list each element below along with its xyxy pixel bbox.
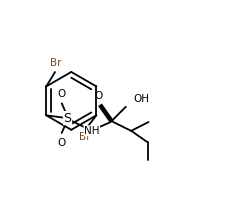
Text: O: O <box>58 138 66 147</box>
Text: OH: OH <box>133 94 149 104</box>
Text: Br: Br <box>51 58 62 68</box>
Text: Br: Br <box>79 132 91 142</box>
Text: S: S <box>63 112 71 125</box>
Text: O: O <box>58 89 66 99</box>
Text: NH: NH <box>84 126 100 136</box>
Text: O: O <box>94 91 103 101</box>
